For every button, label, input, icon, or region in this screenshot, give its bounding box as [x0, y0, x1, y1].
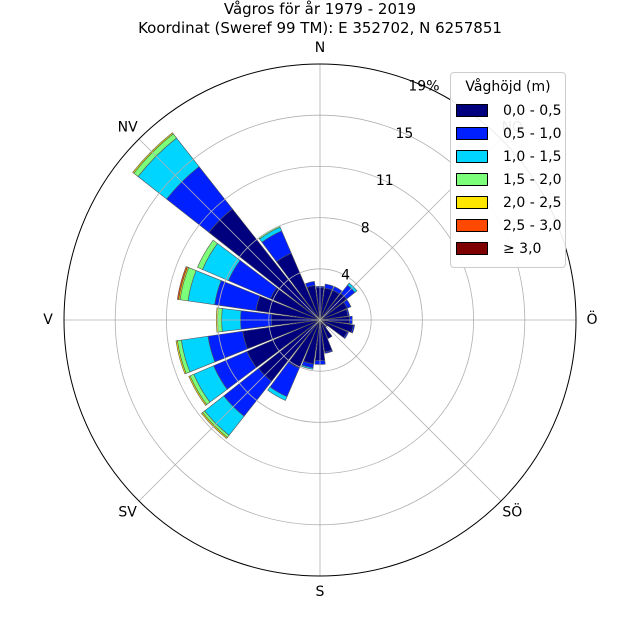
grid-spoke-225	[138, 319, 321, 502]
chart-title: Vågros för år 1979 - 2019 Koordinat (Swe…	[0, 0, 640, 38]
legend-label-4: 2,0 - 2,5	[503, 194, 562, 211]
legend-label-5: 2,5 - 3,0	[503, 217, 562, 234]
grid-spoke-315	[138, 138, 321, 321]
radial-tick-label-1: 8	[361, 220, 370, 236]
legend-label-1: 0,5 - 1,0	[503, 125, 562, 142]
legend-label-3: 1,5 - 2,0	[503, 171, 562, 188]
legend-title: Våghöjd (m)	[465, 79, 551, 95]
legend-item-0: 0,0 - 0,5	[451, 99, 565, 122]
direction-label-sw: SV	[118, 504, 137, 520]
direction-label-n: N	[315, 40, 325, 56]
sector-75-bin-1	[345, 308, 350, 317]
direction-label-nw: NV	[118, 120, 138, 136]
sector-285-bin-5	[176, 266, 188, 300]
legend-swatch-0	[456, 104, 488, 117]
legend-swatch-3	[456, 173, 488, 186]
legend-swatch-6	[456, 242, 488, 255]
legend-swatch-1	[456, 127, 488, 140]
radial-tick-label-0: 4	[341, 268, 350, 284]
legend-item-5: 2,5 - 3,0	[451, 214, 565, 237]
chart-title-line1: Vågros för år 1979 - 2019	[223, 0, 417, 18]
legend-label-0: 0,0 - 0,5	[503, 102, 562, 119]
legend-item-1: 0,5 - 1,0	[451, 122, 565, 145]
sector-30-bin-1	[332, 286, 343, 295]
direction-label-e: Ö	[586, 310, 597, 328]
sector-150-bin-0	[319, 319, 333, 339]
sector-105-bin-1	[350, 324, 356, 334]
legend-label-6: ≥ 3,0	[503, 240, 542, 257]
legend-swatch-4	[456, 196, 488, 209]
direction-label-se: SÖ	[502, 502, 522, 520]
sector-60-bin-1	[343, 299, 352, 309]
direction-label-s: S	[316, 584, 325, 600]
sector-345-bin-1	[305, 280, 316, 288]
legend-swatch-2	[456, 150, 488, 163]
sector-315-bin-4	[132, 132, 174, 174]
legend-item-2: 1,0 - 1,5	[451, 145, 565, 168]
legend-item-3: 1,5 - 2,0	[451, 168, 565, 191]
sector-300-bin-3	[197, 239, 218, 270]
chart-title-line2: Koordinat (Sweref 99 TM): E 352702, N 62…	[138, 19, 502, 37]
legend: Våghöjd (m) 0,0 - 0,5 0,5 - 1,0 1,0 - 1,5 1…	[450, 72, 566, 268]
sector-15-bin-1	[324, 283, 334, 291]
radial-tick-label-3: 15	[395, 126, 413, 142]
legend-swatch-5	[456, 219, 488, 232]
sectors-layer	[132, 132, 358, 439]
sector-255-bin-4	[175, 340, 187, 375]
sector-195-bin-2	[301, 364, 314, 370]
sector-210-bin-2	[267, 386, 288, 401]
polar-outer-circle	[63, 63, 577, 577]
radial-tick-label-4: 19%	[408, 78, 439, 94]
legend-label-2: 1,0 - 1,5	[503, 148, 562, 165]
direction-label-w: V	[43, 312, 53, 328]
legend-item-6: ≥ 3,0	[451, 237, 565, 260]
sector-240-bin-4	[188, 375, 208, 406]
sector-165-bin-1	[324, 349, 333, 354]
legend-item-4: 2,0 - 2,5	[451, 191, 565, 214]
sector-120-bin-1	[343, 331, 349, 339]
grid-spoke-135	[319, 319, 502, 502]
sector-225-bin-4	[201, 412, 228, 439]
radial-tick-label-2: 11	[376, 173, 394, 189]
